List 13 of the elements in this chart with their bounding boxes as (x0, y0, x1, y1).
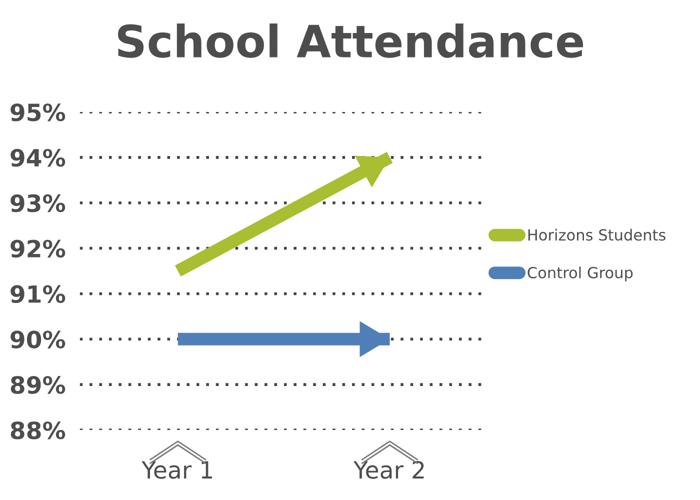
legend-label: Horizons Students (528, 228, 666, 241)
y-tick-label: 89% (10, 376, 66, 394)
y-tick-label: 90% (10, 330, 66, 348)
chart-title: School Attendance (118, 23, 584, 58)
x-tick-label: Year 1 (142, 461, 212, 479)
x-tick-label: Year 2 (353, 460, 424, 479)
y-tick-label: 93% (10, 194, 66, 212)
legend-label: Control Group (528, 266, 633, 282)
y-tick-label: 91% (10, 285, 66, 304)
y-tick-label: 92% (10, 240, 66, 258)
y-tick-label: 88% (10, 421, 66, 440)
y-tick-label: 94% (10, 148, 66, 167)
y-tick-label: 95% (10, 103, 66, 122)
